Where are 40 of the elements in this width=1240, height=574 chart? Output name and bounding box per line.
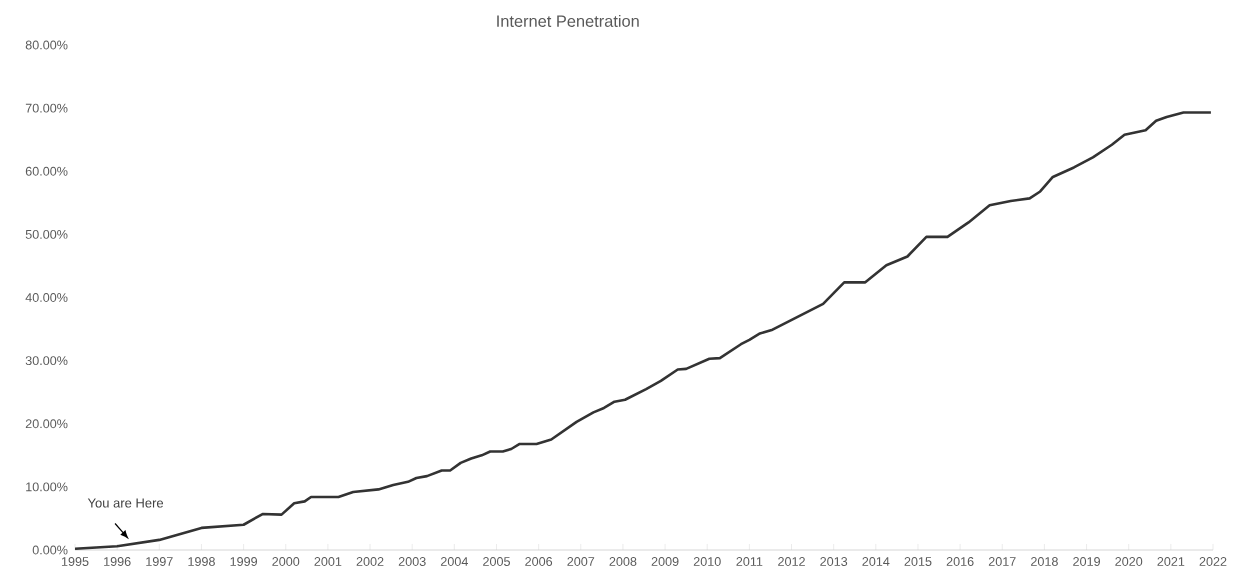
x-tick-label: 1999 [230,557,258,566]
y-tick-label: 70.00% [25,103,68,113]
x-tick-label: 2022 [1199,557,1227,566]
x-tick-label: 2020 [1115,557,1143,566]
x-tick-label: 2005 [483,557,510,566]
x-tick-label: 2012 [778,557,805,566]
annotation: You are Here [87,498,164,508]
x-tick-label: 1998 [188,557,215,566]
x-tick-label: 2003 [398,557,426,566]
x-tick-label: 2000 [272,557,300,566]
x-tick-label: 2011 [736,557,763,566]
y-tick-label: 50.00% [25,229,68,239]
y-tick-label: 60.00% [25,166,68,176]
y-tick-label: 30.00% [25,356,68,366]
x-tick-label: 2006 [525,557,553,566]
chart-title: Internet Penetration [497,14,639,27]
x-tick-label: 2013 [820,557,848,566]
y-tick-label: 40.00% [25,293,68,302]
x-tick-label: 2002 [356,557,384,566]
x-tick-label: 2007 [567,557,595,566]
x-tick-label: 2008 [609,557,637,566]
x-tick-label: 2009 [651,557,679,566]
line-series [75,111,1213,550]
x-tick-label: 2018 [1031,557,1058,566]
x-tick-label: 2001 [314,557,342,566]
x-tick-label: 2004 [440,557,468,566]
y-tick-label: 20.00% [25,419,68,429]
x-tick-label: 1997 [146,557,173,566]
x-tick-label: 2015 [904,557,932,566]
x-tick-label: 1995 [61,557,89,566]
x-tick-label: 2019 [1073,557,1100,566]
x-tick-label: 2017 [988,557,1016,566]
y-tick-label: 0.00% [32,545,68,555]
x-tick-label: 2016 [946,557,974,566]
y-tick-label: 80.00% [25,40,68,50]
x-tick-label: 2014 [862,557,890,566]
x-tick-label: 2021 [1157,557,1185,566]
x-tick-label: 2010 [693,557,721,566]
y-tick-label: 10.00% [26,482,68,492]
x-tick-label: 1996 [104,557,131,566]
